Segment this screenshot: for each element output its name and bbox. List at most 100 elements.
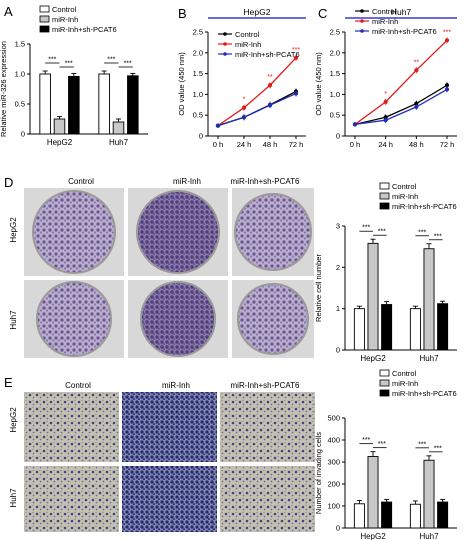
x-tick-label: Huh7	[419, 532, 439, 540]
sig-label: *	[384, 91, 387, 98]
y-axis-label: Number of invading cells	[314, 432, 323, 514]
legend-label: Control	[372, 7, 397, 16]
y-tick-label: 1.5	[193, 69, 203, 78]
legend-swatch	[379, 379, 390, 387]
colony-dish-hepg2-control	[32, 190, 116, 274]
sig-label: ***	[107, 57, 115, 64]
series-line	[217, 57, 297, 127]
y-tick-label: 300	[327, 458, 340, 467]
legend-label: Control	[235, 30, 260, 39]
colony-row-huh7: Huh7	[9, 310, 18, 330]
invasion-images: Control miR-Inh miR-Inh+sh-PCAT6 HepG2 H…	[9, 381, 315, 532]
panel-label-d: D	[4, 175, 13, 190]
panel-label-c: C	[318, 6, 327, 21]
panel-label-a: A	[4, 4, 13, 19]
sig-label: ***	[362, 437, 370, 444]
y-tick-label: 2	[336, 263, 340, 272]
sig-label: ***	[362, 225, 370, 232]
sig-label: ***	[434, 233, 442, 240]
legend-swatch	[379, 192, 390, 200]
legend-swatch	[39, 25, 50, 33]
panel-label-b: B	[178, 6, 187, 21]
y-tick-label: 1.0	[193, 90, 203, 99]
bar	[437, 501, 449, 529]
x-tick-label: HepG2	[360, 354, 386, 363]
legend-marker	[223, 52, 227, 56]
colony-dish-hepg2-sh-pcat6	[234, 193, 312, 271]
bar	[127, 75, 139, 135]
legend-swatch	[379, 182, 390, 190]
legend-label: miR-Inh+sh-PCAT6	[392, 202, 457, 211]
chart-a-mir326-expression: 0 0.5 1.0 1.5 Relative miR-326 expression Hep…	[0, 5, 148, 147]
legend-label: miR-Inh	[392, 192, 418, 201]
bar	[353, 503, 365, 529]
legend-marker	[223, 42, 227, 46]
x-tick-label: Huh7	[109, 138, 129, 147]
bar	[53, 118, 66, 135]
y-tick-label: 0	[336, 346, 340, 355]
invasion-image-huh7-mir-inh	[122, 466, 217, 532]
legend-label: miR-Inh	[235, 40, 261, 49]
sig-label: ***	[418, 229, 426, 236]
y-tick-label: 3	[336, 222, 340, 231]
chart-d-relative-cell-number: 0 1 2 3 Relative cell number HepG2 *** *** Huh7 *…	[314, 182, 457, 363]
legend-label: miR-Inh	[372, 17, 398, 26]
y-axis-label: OD value (450 nm)	[314, 52, 323, 116]
bar	[68, 75, 80, 135]
invasion-col-sh-pcat6: miR-Inh+sh-PCAT6	[231, 381, 301, 390]
sig-label: *	[243, 97, 246, 104]
sig-label: **	[267, 74, 273, 81]
sig-label: ***	[378, 441, 386, 448]
bar	[437, 303, 449, 351]
series-line	[217, 92, 297, 127]
chart-title: HepG2	[244, 7, 271, 17]
chart-title: Huh7	[391, 7, 412, 17]
series-line	[354, 84, 448, 125]
sig-label: ***	[434, 445, 442, 452]
series-line	[354, 39, 448, 125]
colony-dish-huh7-control	[36, 281, 112, 357]
bar	[353, 308, 365, 351]
legend-label: Control	[52, 5, 77, 14]
legend-marker	[360, 9, 364, 13]
legend-label: Control	[392, 369, 417, 378]
y-tick-label: 0	[21, 130, 25, 139]
legend-marker	[360, 19, 364, 23]
colony-dish-huh7-mir-inh	[140, 281, 216, 357]
legend-label: miR-Inh	[52, 15, 78, 24]
bar	[409, 308, 421, 351]
legend-label: miR-Inh+sh-PCAT6	[235, 50, 300, 59]
legend-swatch	[379, 369, 390, 377]
y-tick-label: 1.5	[15, 40, 25, 49]
legend-marker	[360, 29, 364, 33]
x-tick-label: 72 h	[289, 140, 304, 149]
chart-c-huh7-od: Huh7 0 0.5 1.0 1.5 2.0 2.5 OD value (450 nm) 0 h…	[314, 7, 457, 149]
y-tick-label: 400	[327, 436, 340, 445]
y-axis-label: Relative miR-326 expression	[0, 41, 8, 137]
sig-label: ***	[378, 229, 386, 236]
bar	[98, 73, 110, 135]
legend-marker	[223, 32, 227, 36]
invasion-col-control: Control	[65, 381, 91, 390]
bar	[381, 304, 393, 351]
panel-label-e: E	[4, 375, 13, 390]
colony-col-mir-inh: miR-Inh	[173, 177, 201, 186]
invasion-row-huh7: Huh7	[9, 488, 18, 508]
y-axis-label: OD value (450 nm)	[177, 52, 186, 116]
y-tick-label: 0	[336, 524, 340, 533]
x-tick-label: 0 h	[350, 140, 360, 149]
x-tick-label: 72 h	[440, 140, 455, 149]
colony-col-control: Control	[68, 177, 94, 186]
y-tick-label: 100	[327, 502, 340, 511]
invasion-image-huh7-control	[24, 466, 119, 532]
invasion-row-hepg2: HepG2	[9, 407, 18, 433]
sig-label: **	[414, 59, 420, 66]
bar	[381, 501, 393, 529]
legend-swatch	[39, 15, 50, 23]
y-tick-label: 1.5	[330, 69, 340, 78]
sig-label: ***	[443, 29, 451, 36]
chart-e-invading-cells: 0 100 200 300 400 500 Number of invading cells…	[314, 369, 457, 540]
invasion-image-huh7-sh-pcat6	[220, 466, 315, 532]
x-tick-label: HepG2	[360, 532, 386, 540]
bar	[367, 456, 379, 529]
